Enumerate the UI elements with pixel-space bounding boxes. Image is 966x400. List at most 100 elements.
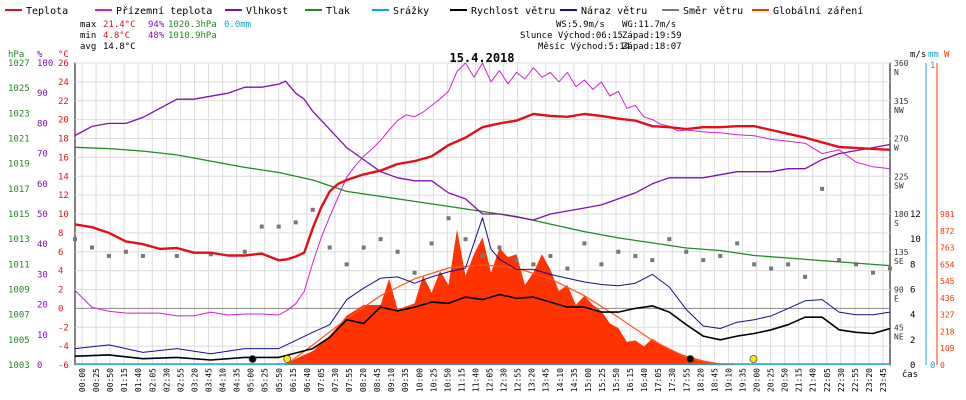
- info-sun-rise: Slunce Východ:06:15: [520, 31, 623, 41]
- series-wind-direction-point: [582, 241, 587, 246]
- series-wind-direction-point: [599, 262, 604, 267]
- left-axis-tick: 0: [58, 304, 63, 314]
- left-axis-tick: 100: [37, 59, 53, 69]
- left-axis-tick: 10: [58, 210, 69, 220]
- series-wind-direction-point: [140, 253, 145, 258]
- series-wind-gust: [74, 217, 891, 355]
- left-axis-tick: 1019: [8, 160, 30, 170]
- series-wind-direction-point: [667, 237, 672, 242]
- legend-label-tlak: Tlak: [326, 6, 350, 17]
- right-axis-tick-solar: 981: [940, 210, 955, 219]
- series-wind-direction-point: [548, 253, 553, 258]
- right-axis-tick-direction: 315: [894, 97, 909, 106]
- x-tick-label: 20:00: [753, 368, 762, 392]
- legend-label-prizemni-teplota: Přízemní teplota: [116, 5, 212, 17]
- series-wind-direction-point: [565, 266, 570, 271]
- right-axis-tick-wind: 2: [910, 336, 915, 346]
- stats-max-temp: 21.4°C: [103, 20, 136, 30]
- x-tick-label: 17:05: [654, 368, 663, 392]
- series-wind-direction-point: [888, 266, 892, 271]
- x-tick-label: 12:30: [500, 368, 509, 392]
- series-wind-direction-point: [633, 253, 638, 258]
- left-axis-tick: 16: [58, 153, 69, 163]
- right-axis-tick-wind: 4: [910, 311, 915, 321]
- left-axis-tick: 20: [58, 116, 69, 126]
- left-axis-tick: 6: [58, 248, 63, 258]
- x-tick-label: 08:20: [359, 368, 368, 392]
- series-wind-direction-point: [480, 253, 485, 258]
- series-wind-direction-point: [718, 253, 723, 258]
- left-axis-tick: 20: [37, 301, 48, 311]
- series-wind-direction-point: [344, 262, 349, 267]
- left-axis-unit: %: [37, 50, 43, 60]
- x-tick-label: 10:50: [443, 368, 452, 392]
- x-tick-label: 02:30: [162, 368, 171, 392]
- legend-label-vlhkost: Vlhkost: [246, 6, 288, 17]
- x-tick-label: 07:05: [317, 368, 326, 392]
- x-tick-label: 05:50: [275, 368, 284, 392]
- stats-min-pressure: 1010.9hPa: [168, 31, 217, 41]
- series-wind-direction-point: [310, 207, 315, 212]
- left-axis-tick: 1015: [8, 210, 30, 220]
- left-axis-tick: 1017: [8, 185, 30, 195]
- x-tick-label: 03:45: [204, 368, 213, 392]
- series-wind-direction-point: [446, 216, 451, 221]
- x-tick-label: 16:15: [626, 368, 635, 392]
- right-axis-tick-wind: 6: [910, 286, 915, 296]
- series-wind-direction-point: [361, 245, 366, 250]
- x-tick-label: 19:35: [738, 368, 747, 392]
- series-solar-area: [75, 229, 890, 365]
- series-wind-direction-point: [854, 262, 859, 267]
- series-wind-direction-point: [837, 258, 842, 263]
- x-tick-label: 12:05: [486, 368, 495, 392]
- x-tick-label: 00:00: [78, 368, 87, 392]
- x-tick-label: 21:15: [795, 368, 804, 392]
- legend-label-globalni-zareni: Globální záření: [773, 5, 863, 17]
- left-axis-unit: °C: [58, 50, 69, 60]
- x-tick-label: 21:40: [809, 368, 818, 392]
- series-wind-direction-point: [735, 241, 740, 246]
- left-axis-tick: 80: [37, 119, 48, 129]
- x-tick-label: 19:10: [724, 368, 733, 392]
- right-axis-tick-wind: 0: [910, 361, 915, 371]
- right-axis-tick-rain: 1: [930, 61, 935, 71]
- series-wind-direction-point: [616, 249, 621, 254]
- series-wind-direction-point: [650, 258, 655, 263]
- left-axis-tick: 70: [37, 150, 48, 160]
- x-tick-label: 00:50: [106, 368, 115, 392]
- right-axis-tick-direction: 90: [894, 286, 904, 295]
- legend: Teplota Přízemní teplota Vlhkost Tlak Sr…: [5, 5, 863, 17]
- stats-avg-label: avg: [80, 42, 96, 52]
- left-axis-tick: 1009: [8, 286, 30, 296]
- series-temperature: [74, 112, 891, 262]
- series-solar-theoretical: [285, 264, 721, 366]
- right-axis-tick-wind: 8: [910, 260, 915, 270]
- left-axis-tick: 26: [58, 59, 69, 69]
- series-wind-direction-point: [73, 237, 77, 242]
- marker-sun-rise: [283, 355, 292, 363]
- x-tick-label: 18:20: [696, 368, 705, 392]
- right-axis-tick-direction: W: [894, 144, 899, 153]
- x-tick-label: 02:05: [148, 368, 157, 392]
- stats-block: max 21.4°C 94% 1020.3hPa 0.0mm min 4.8°C…: [80, 20, 251, 52]
- info-wind-speed: WS:5.9m/s: [556, 20, 605, 30]
- series-wind-direction-point: [242, 249, 247, 254]
- series-wind-speed: [74, 293, 891, 361]
- left-axis-tick: 1003: [8, 361, 30, 371]
- right-axis-tick-direction: NE: [894, 332, 904, 341]
- chart-marks: 00:00 00:25 00:50 01:15 01:40 02:05 02:30 02:55…: [8, 50, 955, 392]
- x-tick-label: 17:30: [668, 368, 677, 392]
- series-wind-direction-point: [463, 237, 468, 242]
- stats-min-label: min: [80, 31, 96, 41]
- stats-min-humidity: 48%: [148, 31, 165, 41]
- right-axis-tick-solar: 654: [940, 260, 955, 269]
- series-wind-direction-point: [803, 274, 808, 279]
- right-axis-tick-wind: 12: [910, 210, 921, 220]
- series-wind-direction-point: [820, 186, 825, 191]
- legend-label-rychlost-vetru: Rychlost větru: [471, 5, 555, 17]
- x-tick-label: 06:15: [289, 368, 298, 392]
- x-tick-label: 05:00: [247, 368, 256, 392]
- series-wind-direction-point: [412, 270, 417, 275]
- info-sun-set: Západ:19:59: [622, 31, 682, 41]
